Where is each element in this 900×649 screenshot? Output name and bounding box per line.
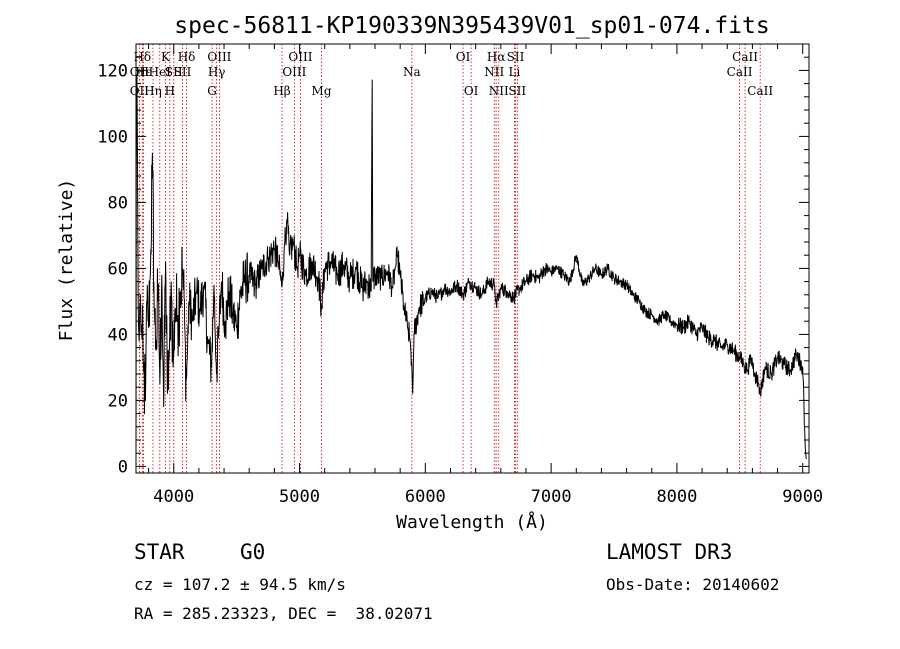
line-label-0: Hδ — [133, 50, 151, 64]
y-tick-label: 60 — [108, 259, 128, 279]
line-label-2: OII — [130, 84, 150, 98]
y-tick-label: 40 — [108, 325, 128, 345]
axis-ticks — [136, 43, 809, 473]
line-label-12: Hγ — [208, 65, 226, 79]
line-label-14: Hβ — [273, 84, 290, 98]
y-axis-label: Flux (relative) — [56, 179, 77, 342]
line-label-15: OIII — [288, 50, 312, 64]
line-label-27: CaII — [732, 50, 758, 64]
line-label-4: Hη — [144, 84, 162, 98]
line-label-24: SII — [507, 50, 525, 64]
object-subclass: G0 — [240, 540, 266, 564]
y-tick-label: 0 — [118, 457, 128, 477]
spectrum-series — [135, 74, 807, 467]
line-label-21: Hα — [487, 50, 506, 64]
line-label-3: Hε — [135, 65, 152, 79]
y-tick-label: 100 — [97, 127, 128, 147]
x-tick-label: 6000 — [405, 487, 446, 507]
line-label-25: Li — [508, 65, 520, 79]
x-tick-label: 5000 — [279, 487, 320, 507]
line-label-20: OI — [464, 84, 479, 98]
x-axis-label: Wavelength (Å) — [396, 511, 548, 533]
observation-date: Obs-Date: 20140602 — [606, 575, 780, 594]
line-label-19: OI — [456, 50, 471, 64]
spectral-line-markers — [138, 44, 761, 473]
spectrum-line — [135, 74, 807, 467]
line-label-5: K — [161, 50, 171, 64]
object-class: STAR — [134, 540, 185, 564]
redshift-cz: cz = 107.2 ± 94.5 km/s — [134, 575, 346, 594]
x-tick-label: 8000 — [656, 487, 697, 507]
line-label-6: HeI — [149, 65, 172, 79]
ra-dec-coordinates: RA = 285.23323, DEC = 38.02071 — [134, 604, 433, 623]
plot-frame — [135, 43, 810, 474]
line-label-22: NII — [484, 65, 504, 79]
line-label-23: NII — [489, 84, 509, 98]
line-label-10: SII — [174, 65, 192, 79]
line-label-16: OIII — [282, 65, 306, 79]
line-label-1: OII — [130, 65, 150, 79]
line-label-13: G — [207, 84, 217, 98]
x-tick-label: 4000 — [153, 487, 194, 507]
y-tick-label: 120 — [97, 61, 128, 81]
line-label-11: OIII — [207, 50, 231, 64]
line-label-26: SII — [508, 84, 526, 98]
line-label-17: Mg — [312, 84, 332, 98]
line-label-7: H — [165, 84, 175, 98]
chart-title: spec-56811-KP190339N395439V01_sp01-074.f… — [174, 13, 769, 39]
line-label-18: Na — [403, 65, 421, 79]
x-tick-label: 7000 — [531, 487, 572, 507]
line-label-8: SII — [165, 65, 183, 79]
y-tick-label: 80 — [108, 193, 128, 213]
line-label-29: CaII — [747, 84, 773, 98]
axis-tick-labels: 4000 5000 6000 7000 8000 9000 0 20 40 60 80 100 120 — [97, 61, 823, 507]
survey-name: LAMOST DR3 — [606, 540, 733, 564]
y-tick-label: 20 — [108, 391, 128, 411]
line-label-28: CaII — [727, 65, 753, 79]
line-label-9: Hδ — [178, 50, 196, 64]
x-tick-label: 9000 — [782, 487, 823, 507]
